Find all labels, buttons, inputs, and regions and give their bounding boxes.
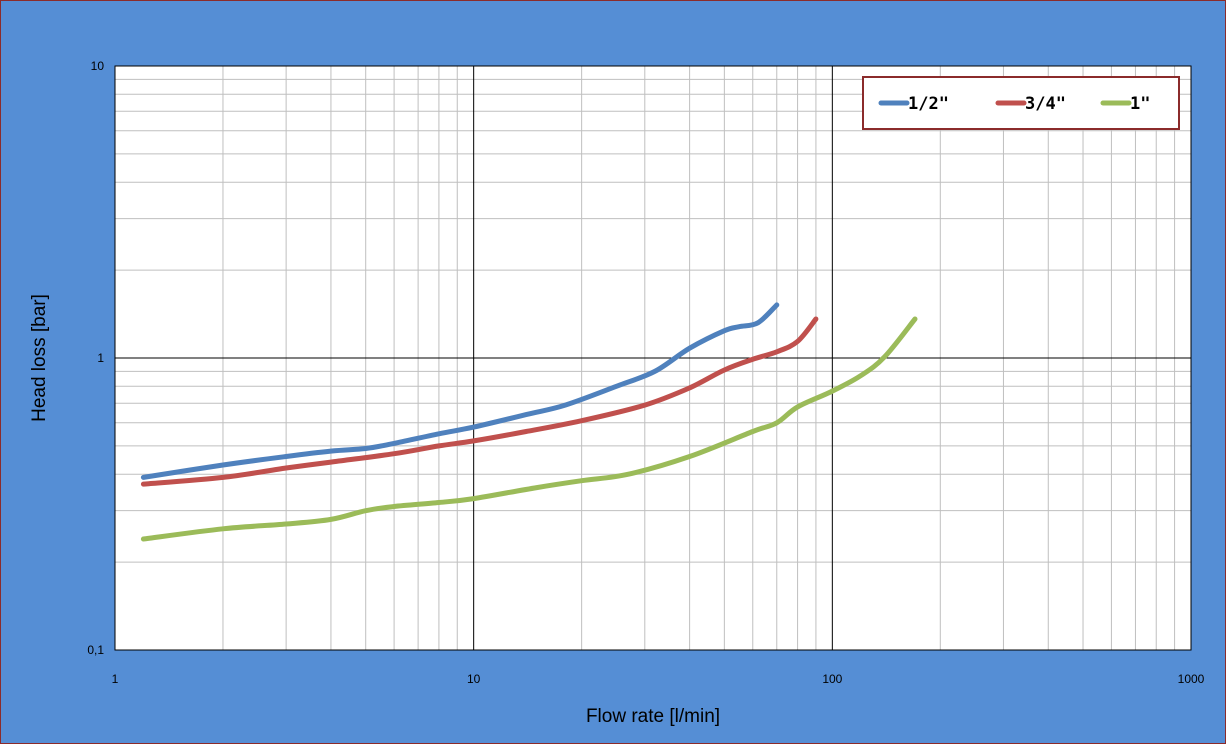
major-gridlines	[114, 65, 1192, 651]
x-axis-tick-labels: 1 10 100 1000	[112, 672, 1205, 686]
legend-label: 1"	[1130, 94, 1150, 114]
legend-label: 1/2"	[908, 94, 949, 114]
y-tick-label: 1	[97, 351, 104, 365]
series-line-1	[140, 302, 780, 480]
series-line-2	[140, 316, 819, 487]
legend: 1/2" 3/4" 1"	[862, 76, 1180, 130]
y-tick-label: 0,1	[87, 643, 104, 657]
plot-border	[114, 65, 1192, 651]
x-axis-title: Flow rate [l/min]	[586, 706, 720, 727]
series-line-3	[140, 316, 918, 542]
x-tick-label: 10	[467, 672, 481, 686]
y-tick-label: 10	[91, 59, 105, 73]
y-axis-tick-labels: 0,1 1 10	[87, 59, 104, 657]
x-tick-label: 1000	[1178, 672, 1205, 686]
x-tick-label: 100	[822, 672, 842, 686]
legend-label: 3/4"	[1025, 94, 1066, 114]
series-lines	[140, 302, 918, 542]
x-tick-label: 1	[112, 672, 119, 686]
y-axis-title: Head loss [bar]	[29, 294, 50, 422]
